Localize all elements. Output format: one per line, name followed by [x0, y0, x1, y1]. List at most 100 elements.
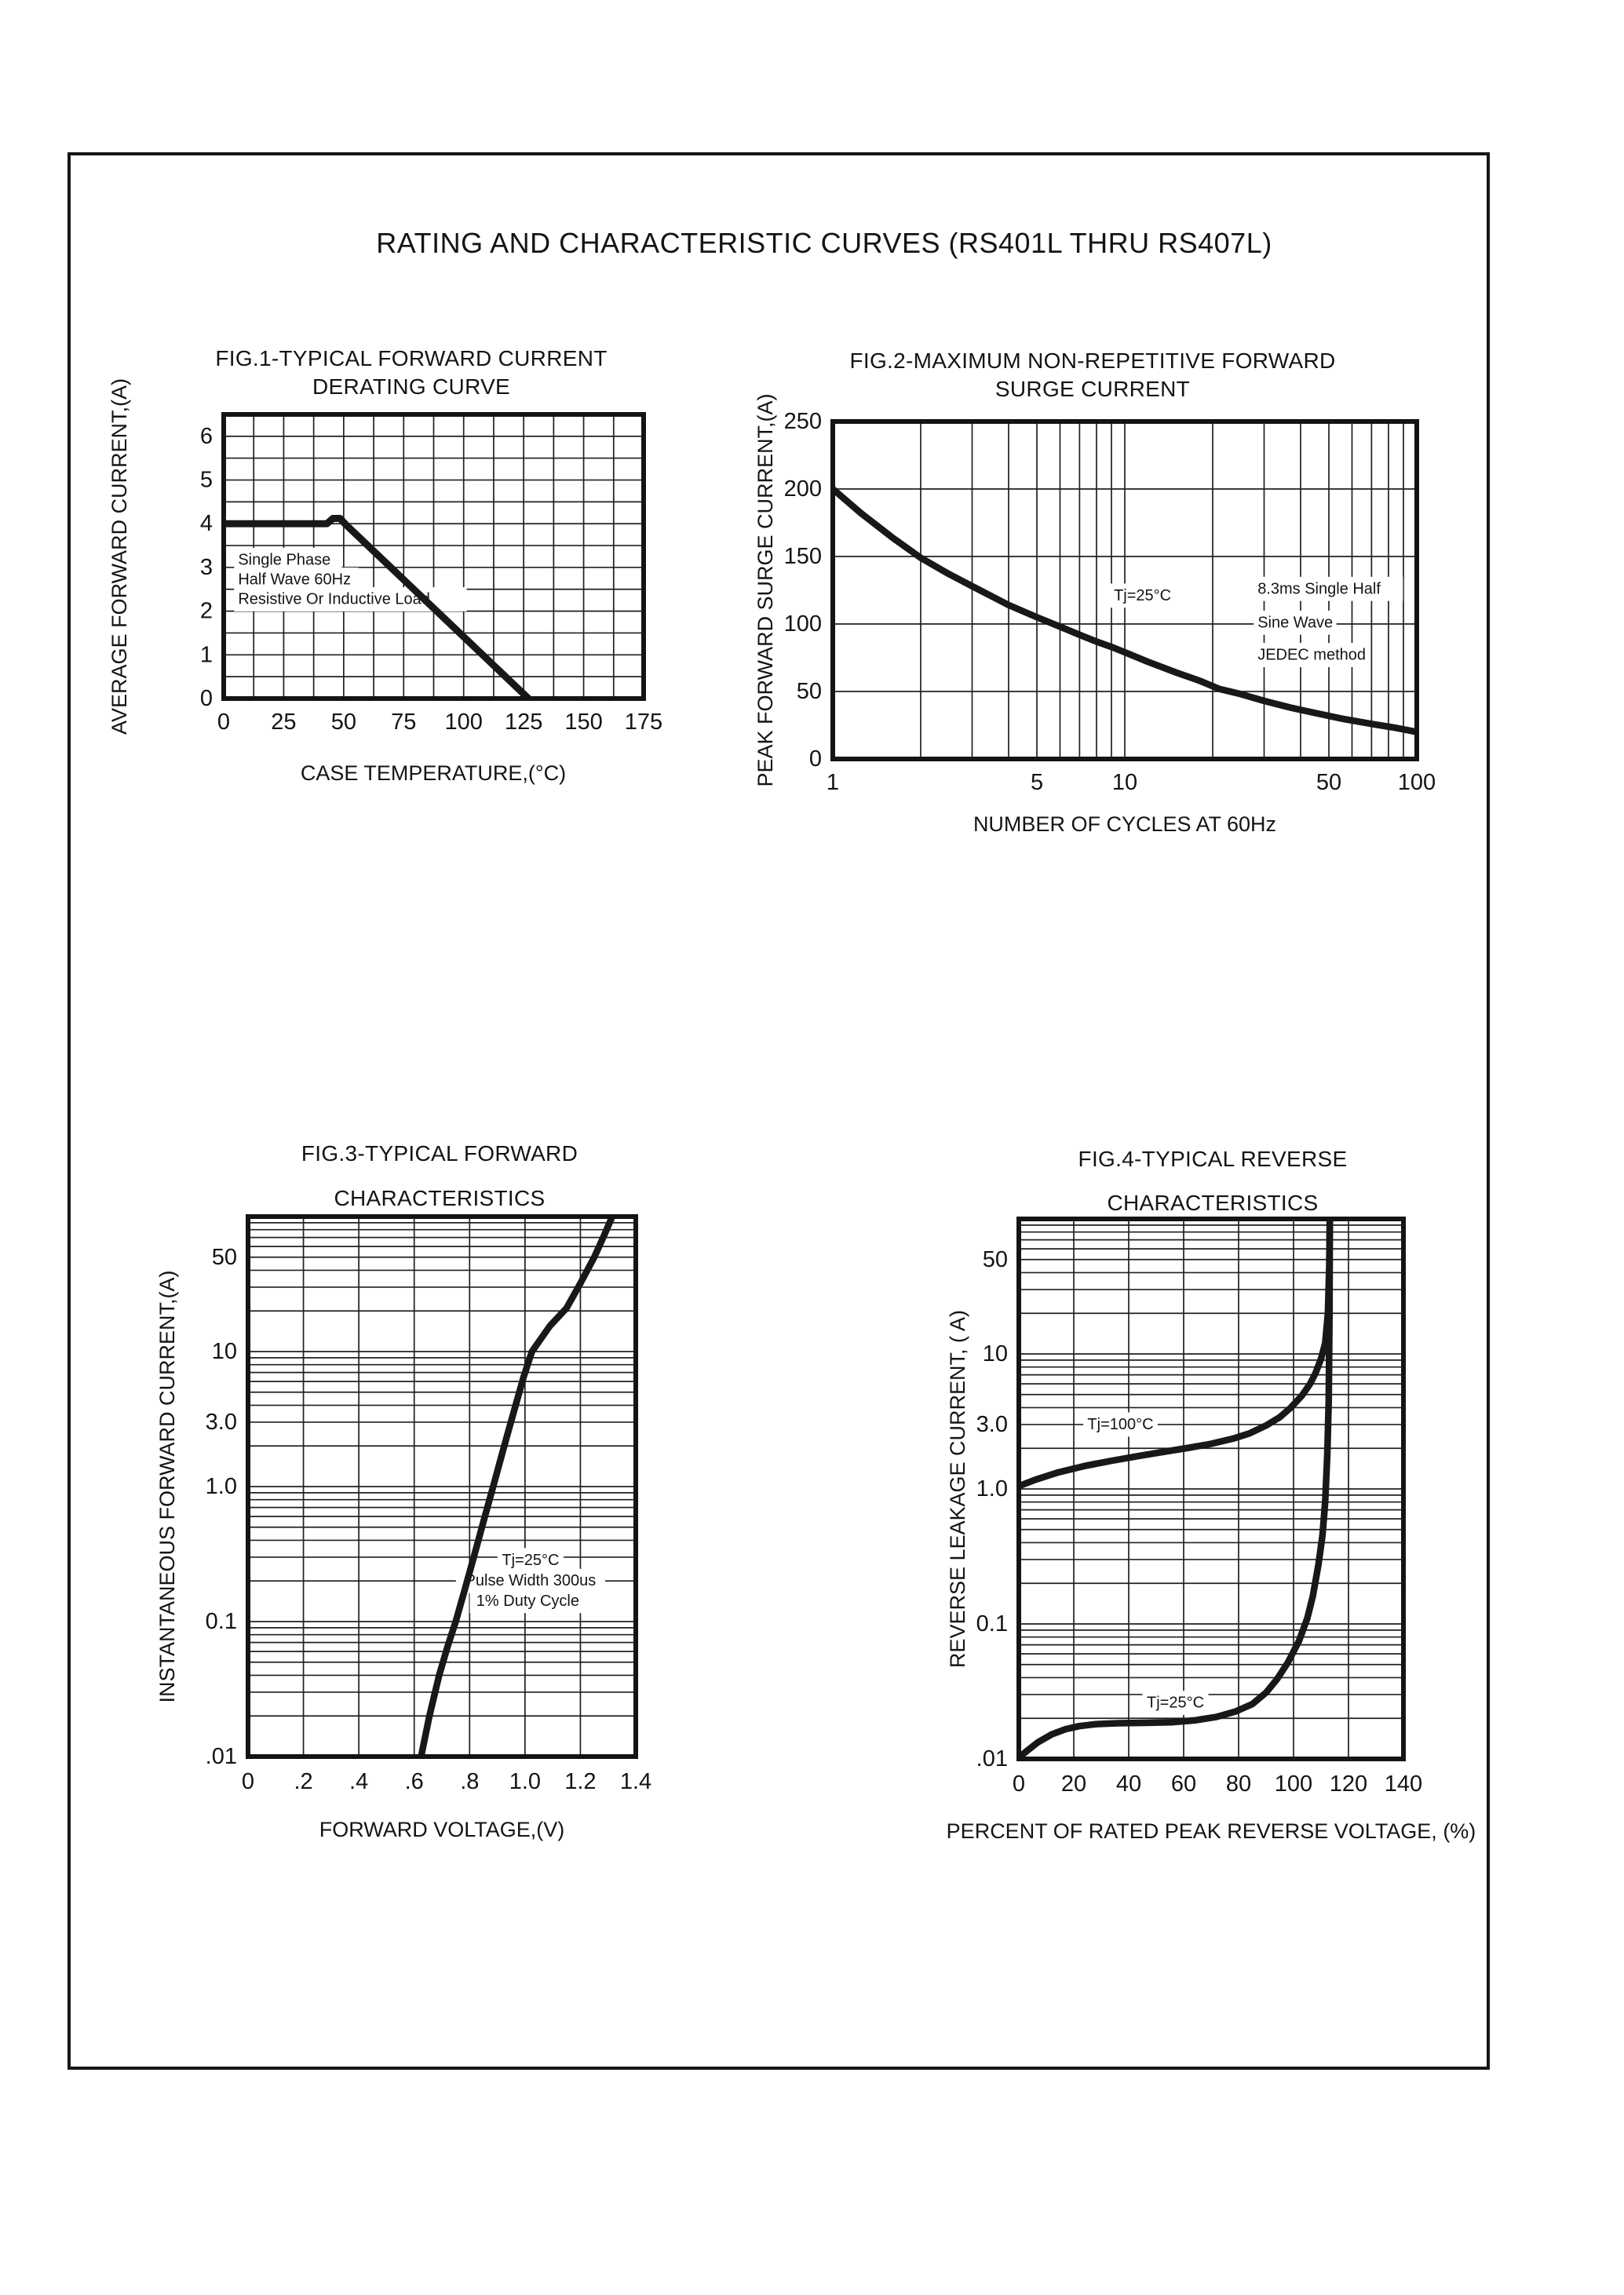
x-tick-label: 1.2	[564, 1769, 596, 1794]
fig1-curves	[224, 515, 532, 699]
fig1-subtitle: DERATING CURVE	[312, 374, 511, 399]
x-tick-label: 40	[1116, 1771, 1141, 1797]
x-tick-label: 0	[242, 1769, 254, 1794]
fig4-y-axis-label: REVERSE LEAKAGE CURRENT, ( A)	[946, 1310, 969, 1668]
annotation-label: Half Wave 60Hz	[238, 571, 351, 589]
fig2-title: FIG.2-MAXIMUM NON-REPETITIVE FORWARD	[849, 348, 1336, 373]
y-tick-label: 200	[784, 476, 822, 502]
x-tick-label: 100	[445, 710, 483, 735]
x-tick-label: 25	[271, 710, 296, 735]
annotation-bg	[1254, 610, 1337, 635]
annotation-label: Tj=25°C	[1147, 1695, 1204, 1712]
fig1-tick-labels: 0 25 50 75 100 125 150 175 0 1 2 3 4 5 6	[200, 424, 662, 735]
fig2-tick-labels: 1 5 10 50 100 0 50 100 150 200 250	[784, 409, 1436, 795]
fig4-svg: Tj=100°C Tj=25°C 0 20 40 60 80 100 120 140 50 10 3.0…	[946, 1217, 1476, 1843]
fig2-subtitle: SURGE CURRENT	[994, 377, 1191, 401]
fig2-svg: Tj=25°C 8.3ms Single Half Sine Wave JEDEC m…	[754, 393, 1436, 836]
x-tick-label: 50	[1316, 770, 1341, 795]
x-tick-label: .6	[405, 1769, 424, 1794]
x-tick-label: 120	[1330, 1771, 1367, 1797]
x-tick-label: 20	[1061, 1771, 1086, 1797]
annotation-bg	[1142, 1691, 1209, 1716]
x-tick-label: 125	[505, 710, 542, 735]
x-tick-label: .4	[349, 1769, 368, 1794]
x-tick-label: 80	[1226, 1771, 1251, 1797]
annotation-label: Sine Wave	[1257, 614, 1333, 631]
fig3-svg: Tj=25°C Pulse Width 300us 1% Duty Cycle 0 .2…	[155, 1214, 651, 1841]
fig3-chart: Tj=25°C Pulse Width 300us 1% Duty Cycle 0 .2…	[133, 1130, 710, 1848]
x-tick-label: .2	[294, 1769, 312, 1794]
fig2-x-axis-label: NUMBER OF CYCLES AT 60Hz	[973, 812, 1276, 836]
series-reverse-leakage-tj100	[1019, 1219, 1334, 1490]
y-tick-label: 1.0	[976, 1476, 1008, 1501]
y-tick-label: 3	[200, 555, 213, 580]
series-instantaneous-forward-tj25	[418, 1217, 616, 1757]
y-tick-label: 0.1	[976, 1611, 1008, 1636]
x-tick-label: 175	[625, 710, 662, 735]
y-tick-label: 5	[200, 468, 213, 493]
page-title: RATING AND CHARACTERISTIC CURVES (RS401L…	[376, 227, 1272, 259]
y-tick-label: 0	[200, 686, 213, 711]
fig3-y-axis-label: INSTANTANEOUS FORWARD CURRENT,(A)	[155, 1270, 179, 1702]
x-tick-label: 10	[1112, 770, 1137, 795]
y-tick-label: 1.0	[206, 1474, 237, 1499]
y-tick-label: 100	[784, 611, 822, 637]
fig4-x-axis-label: PERCENT OF RATED PEAK REVERSE VOLTAGE, (…	[947, 1819, 1476, 1843]
y-tick-label: 3.0	[206, 1410, 237, 1435]
fig3-x-axis-label: FORWARD VOLTAGE,(V)	[319, 1818, 565, 1841]
fig4-chart: Tj=100°C Tj=25°C 0 20 40 60 80 100 120 140 50 10 3.0…	[907, 1134, 1487, 1852]
x-tick-label: 150	[564, 710, 602, 735]
annotation-bg	[1109, 583, 1176, 608]
fig1-x-axis-label: CASE TEMPERATURE,(°C)	[301, 761, 566, 785]
y-tick-label: .01	[976, 1746, 1008, 1771]
fig1-chart: Single Phase Half Wave 60Hz Resistive Or I…	[75, 310, 710, 805]
y-tick-label: 3.0	[976, 1412, 1008, 1437]
fig2-chart: Tj=25°C 8.3ms Single Half Sine Wave JEDEC m…	[730, 338, 1487, 852]
annotation-label: Pulse Width 300us	[465, 1572, 597, 1589]
fig2-annotations: Tj=25°C 8.3ms Single Half Sine Wave JEDEC m…	[1109, 576, 1403, 667]
annotation-bg	[469, 1589, 586, 1614]
x-tick-label: 1.4	[620, 1769, 651, 1794]
fig1-grid	[224, 414, 644, 699]
fig4-curves	[1019, 1219, 1334, 1759]
x-tick-label: 140	[1385, 1771, 1422, 1797]
annotation-label: Resistive Or Inductive Load	[238, 591, 430, 608]
y-tick-label: 50	[212, 1245, 237, 1270]
x-tick-label: 5	[1031, 770, 1043, 795]
fig3-tick-labels: 0 .2 .4 .6 .8 1.0 1.2 1.4 50 10 3.0 1.0 0.1 .01	[206, 1245, 651, 1794]
y-tick-label: 0	[809, 746, 822, 772]
fig3-subtitle: CHARACTERISTICS	[334, 1186, 546, 1210]
fig4-frame	[1016, 1217, 1406, 1761]
fig4-title: FIG.4-TYPICAL REVERSE	[1078, 1147, 1348, 1171]
fig4-grid	[1019, 1219, 1403, 1759]
annotation-label: 1% Duty Cycle	[476, 1593, 579, 1610]
annotation-label: Single Phase	[238, 551, 330, 568]
fig3-grid	[248, 1217, 636, 1757]
series-forward-current-derating	[224, 515, 532, 699]
fig3-curves	[418, 1217, 616, 1757]
y-tick-label: 10	[212, 1339, 237, 1364]
annotation-label: 8.3ms Single Half	[1257, 580, 1381, 597]
y-tick-label: 150	[784, 544, 822, 569]
x-tick-label: 60	[1171, 1771, 1196, 1797]
page-border	[68, 152, 1490, 2070]
annotation-label: Tj=25°C	[1114, 587, 1171, 604]
x-tick-label: 0	[217, 710, 230, 735]
fig4-subtitle: CHARACTERISTICS	[1107, 1191, 1319, 1215]
fig2-curves	[833, 485, 1417, 735]
x-tick-label: .8	[460, 1769, 479, 1794]
y-tick-label: 4	[200, 511, 213, 536]
fig3-title: FIG.3-TYPICAL FORWARD	[301, 1141, 578, 1166]
fig4-tick-labels: 0 20 40 60 80 100 120 140 50 10 3.0 1.0 0.1 .01	[976, 1247, 1423, 1797]
y-tick-label: 250	[784, 409, 822, 434]
x-tick-label: 100	[1275, 1771, 1312, 1797]
fig1-title: FIG.1-TYPICAL FORWARD CURRENT	[215, 346, 608, 370]
y-tick-label: 50	[797, 679, 822, 704]
fig3-annotations: Tj=25°C Pulse Width 300us 1% Duty Cycle	[455, 1548, 606, 1614]
x-tick-label: 1	[827, 770, 839, 795]
y-tick-label: 50	[983, 1247, 1008, 1272]
x-tick-label: 0	[1013, 1771, 1025, 1797]
annotation-bg	[497, 1548, 564, 1573]
x-tick-label: 1.0	[509, 1769, 541, 1794]
